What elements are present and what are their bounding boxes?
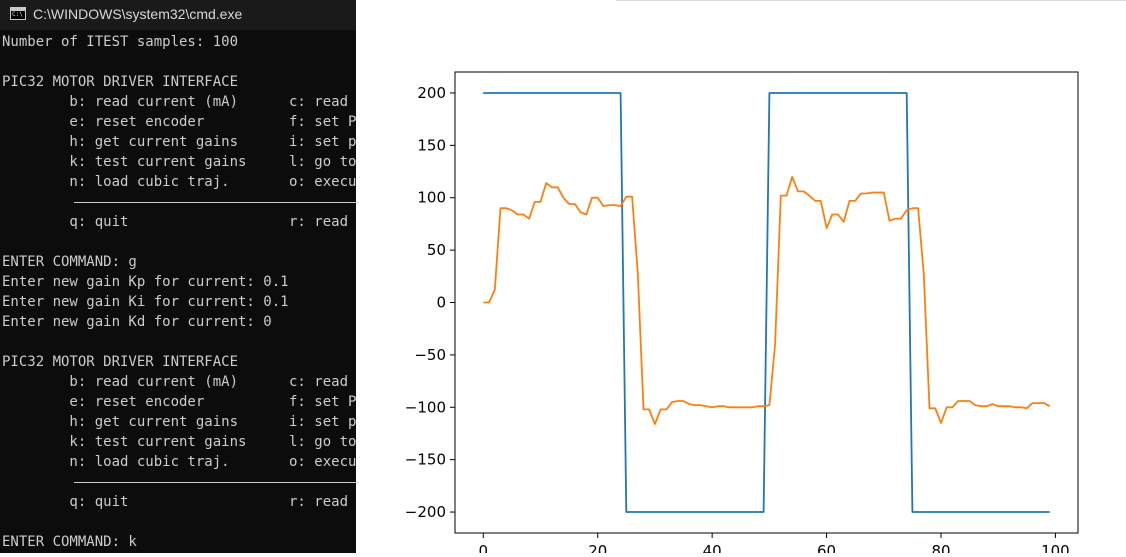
console-line: k: test current gains l: go to [2,152,356,172]
menu-separator-line [74,482,356,483]
x-tick-label: 40 [703,542,722,553]
console-line-text: h: get current gains [2,134,239,150]
y-tick-label: 100 [417,189,446,207]
series-line-1 [483,92,1050,513]
console-line: q: quit r: read [2,492,348,512]
x-tick-label: 0 [479,542,489,553]
console-line: n: load cubic traj. o: execu [2,172,356,192]
menu-separator-line [74,202,356,203]
cmd-console-output[interactable]: Number of ITEST samples: 100 PIC32 MOTOR … [2,32,356,553]
console-line-text: q: quit [2,214,129,230]
console-line: PIC32 MOTOR DRIVER INTERFACE [2,352,238,372]
cmd-window: C:\ C:\WINDOWS\system32\cmd.exe Number o… [0,0,356,553]
console-line: ENTER COMMAND: g [2,252,137,272]
console-line-column2: l: go to [289,154,356,170]
y-tick-label: 50 [427,241,446,259]
console-line-text: k: test current gains [2,154,247,170]
console-line-text: q: quit [2,494,129,510]
console-line-column2: c: read [289,374,349,390]
console-line-column2: i: set p [289,414,356,430]
console-line: h: get current gains i: set p [2,412,356,432]
x-tick-label: 20 [588,542,607,553]
console-line-column2: l: go to [289,434,356,450]
console-line: Enter new gain Kd for current: 0 [2,312,272,332]
y-tick-label: −50 [414,346,446,364]
console-line: h: get current gains i: set p [2,132,356,152]
console-line-text: h: get current gains [2,414,239,430]
console-line-text: e: reset encoder [2,114,205,130]
console-line: Enter new gain Kp for current: 0.1 [2,272,289,292]
console-line: ENTER COMMAND: k [2,532,137,552]
console-line-text: Enter new gain Ki for current: 0.1 [2,294,289,310]
console-line-text: b: read current (mA) [2,94,239,110]
cmd-window-title: C:\WINDOWS\system32\cmd.exe [33,6,243,22]
console-line-text: ENTER COMMAND: g [2,254,137,270]
console-line-column2: i: set p [289,134,356,150]
series-line-2 [483,175,1051,425]
console-line-text: e: reset encoder [2,394,205,410]
y-tick-label: 0 [436,294,446,312]
console-line-column2: r: read [289,494,349,510]
console-line-column2: r: read [289,214,349,230]
line-chart: 200 150 100 50 0 −50 −100 −150 −200 0 20 40 60 80 100 [405,71,1079,557]
console-line-column2: f: set P [289,114,356,130]
plot-window: 200 150 100 50 0 −50 −100 −150 −200 0 20 40 60 80 100 [356,0,1126,557]
console-line: e: reset encoder f: set P [2,112,356,132]
console-line: PIC32 MOTOR DRIVER INTERFACE [2,72,238,92]
cmd-app-icon: C:\ [10,7,26,20]
console-line-text: b: read current (mA) [2,374,239,390]
console-line: q: quit r: read [2,212,348,232]
console-line: b: read current (mA) c: read [2,372,348,392]
cmd-title-bar[interactable]: C:\ C:\WINDOWS\system32\cmd.exe [0,0,356,30]
x-tick-label: 80 [931,542,950,553]
console-line-text: ENTER COMMAND: k [2,534,137,550]
x-tick-label: 100 [1041,542,1070,553]
console-line-text: Number of ITEST samples: 100 [2,34,239,50]
y-tick-label: 200 [417,84,446,102]
console-line-text: PIC32 MOTOR DRIVER INTERFACE [2,354,239,370]
console-line-text: Enter new gain Kd for current: 0 [2,314,272,330]
y-tick-label: 150 [417,136,446,154]
console-line: n: load cubic traj. o: execu [2,452,356,472]
console-line-text: Enter new gain Kp for current: 0.1 [2,274,289,290]
console-line-column2: c: read [289,94,349,110]
console-line-column2: f: set P [289,394,356,410]
y-tick-label: −150 [405,451,446,469]
y-tick-label: −100 [405,398,446,416]
console-line-text: n: load cubic traj. [2,454,230,470]
x-tick-label: 60 [817,542,836,553]
console-line: k: test current gains l: go to [2,432,356,452]
console-line-text: n: load cubic traj. [2,174,230,190]
console-line: Number of ITEST samples: 100 [2,32,238,52]
window-edge-divider [616,0,1126,1]
y-tick-label: −200 [405,503,446,521]
console-line-text: k: test current gains [2,434,247,450]
console-line: Enter new gain Ki for current: 0.1 [2,292,289,312]
console-line: e: reset encoder f: set P [2,392,356,412]
console-line-text: PIC32 MOTOR DRIVER INTERFACE [2,74,239,90]
console-line-column2: o: execu [289,454,356,470]
console-line-column2: o: execu [289,174,356,190]
console-line: b: read current (mA) c: read [2,92,348,112]
